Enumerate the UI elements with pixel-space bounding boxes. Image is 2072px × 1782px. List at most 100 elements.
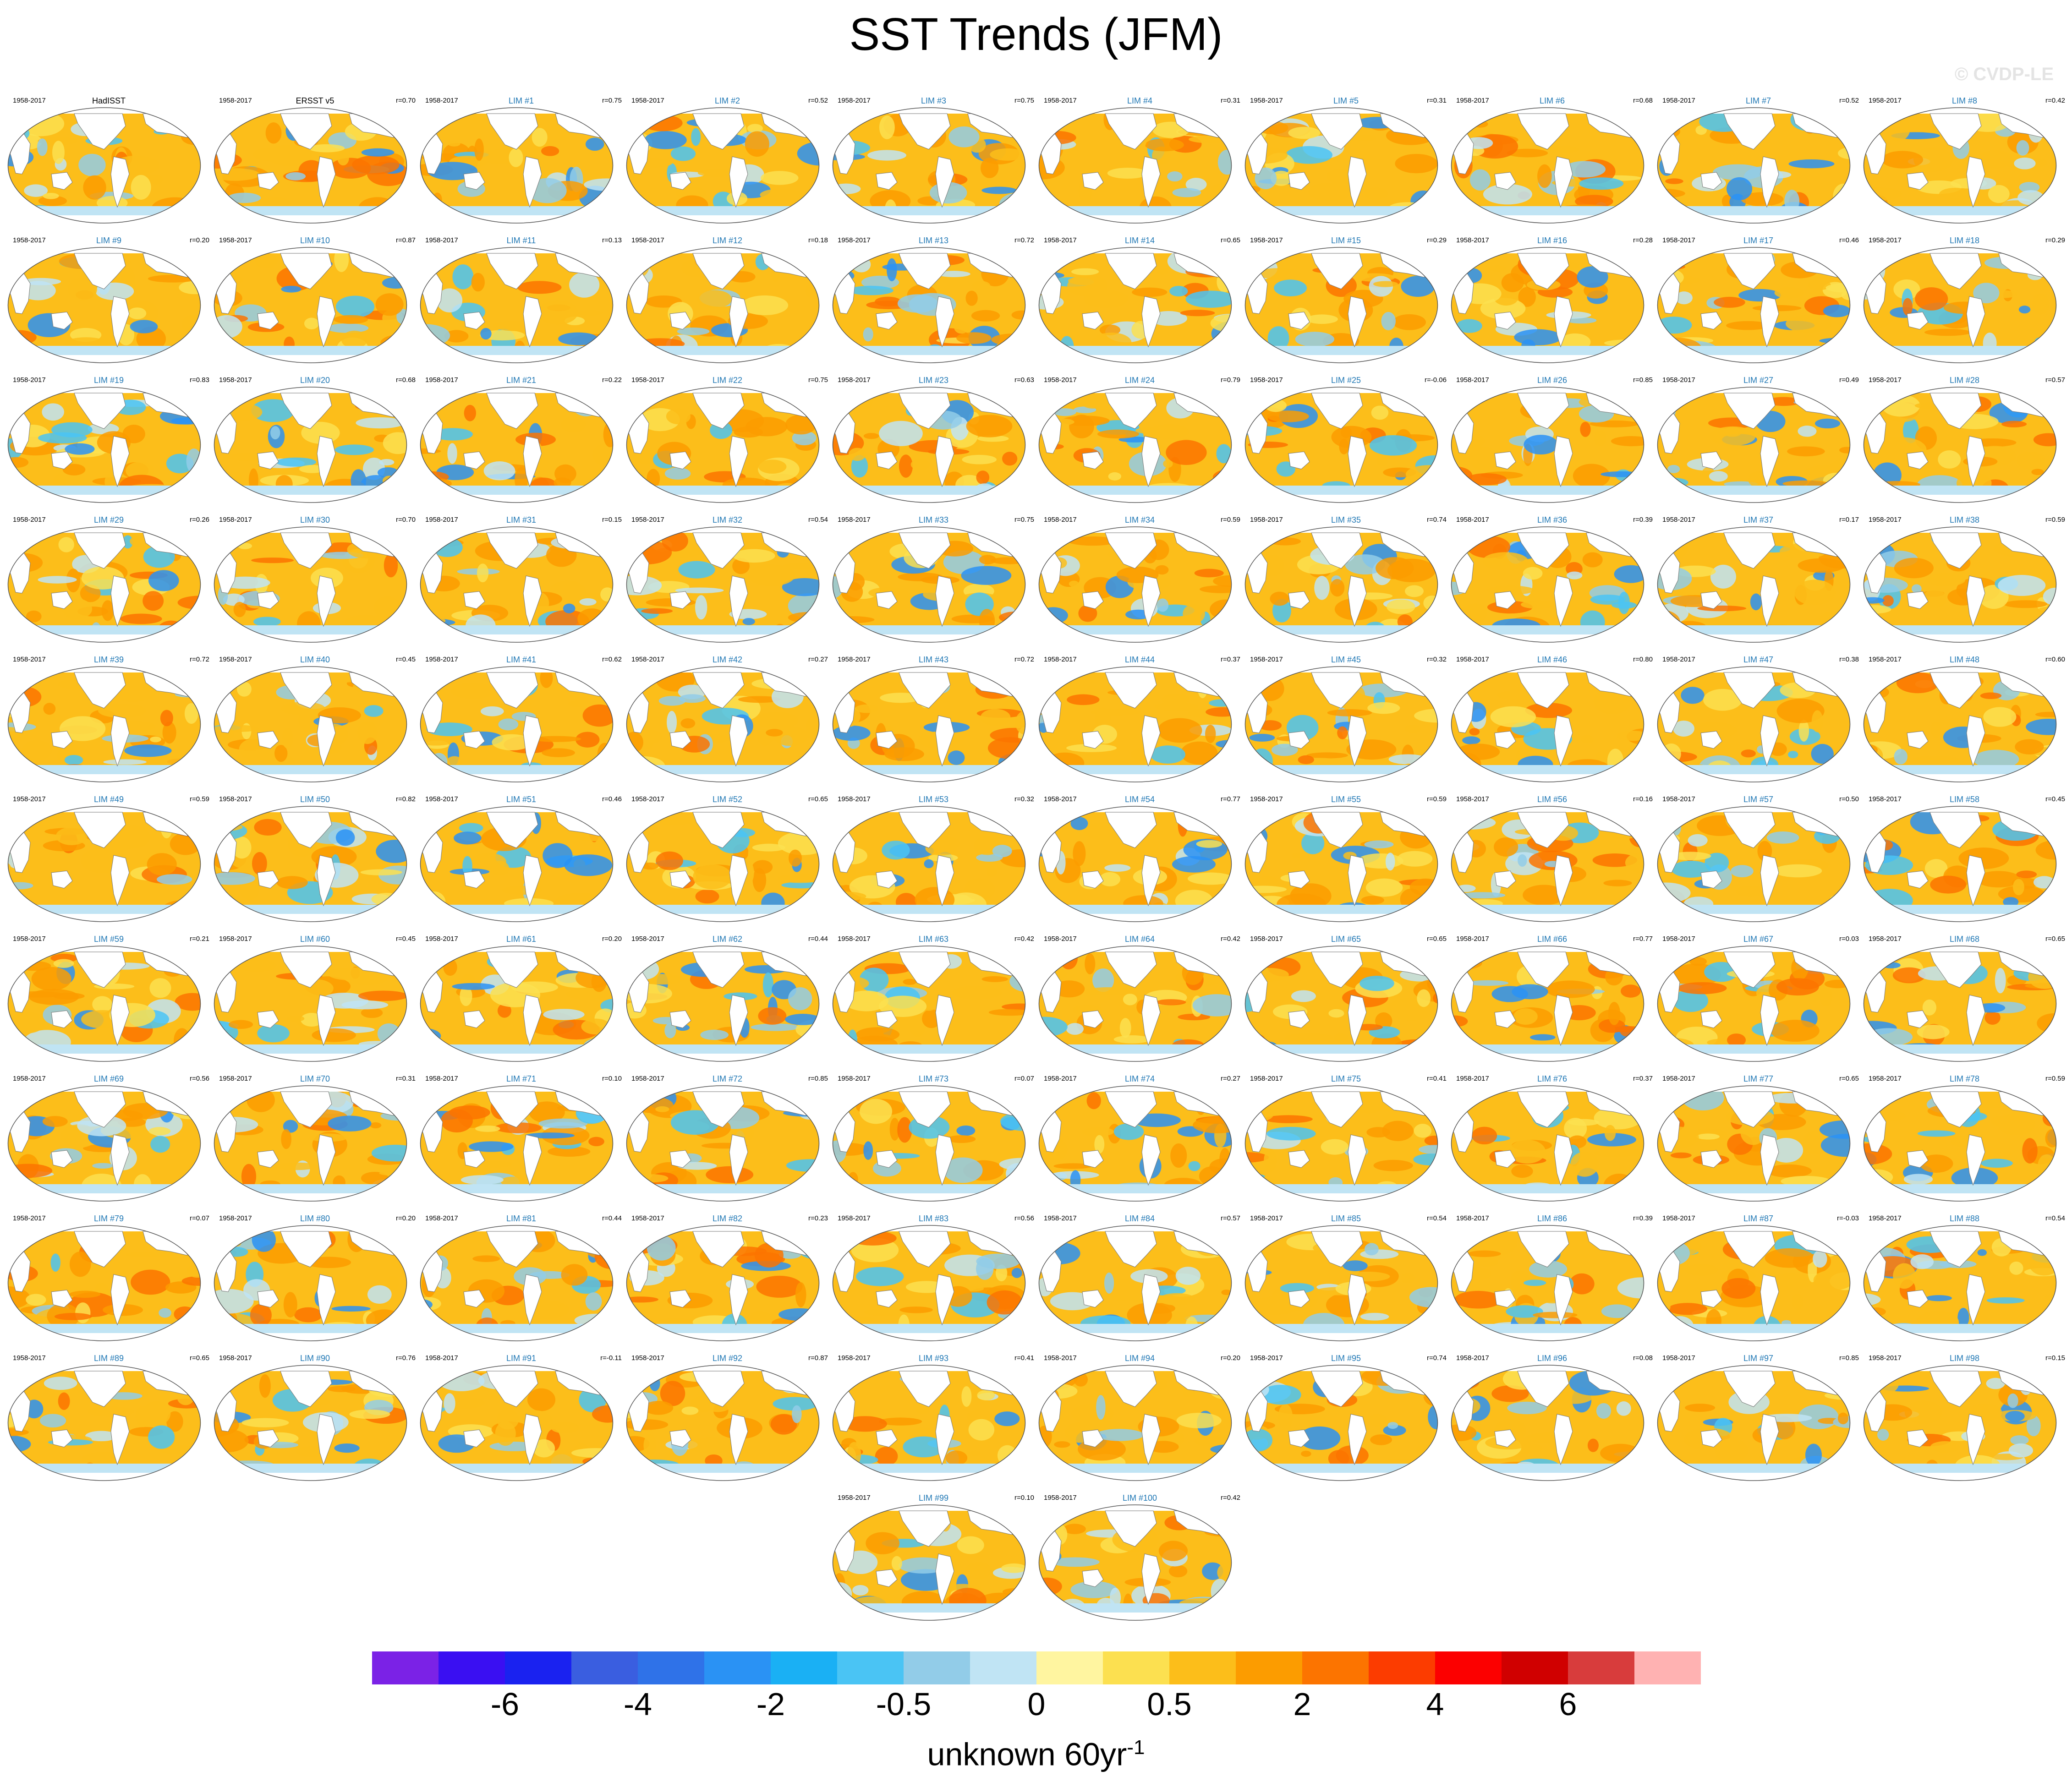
north-america [1311, 951, 1363, 988]
cooling-patch [1788, 159, 1835, 169]
warming-patch [1333, 1033, 1348, 1041]
north-america [74, 532, 126, 569]
cooling-patch [420, 527, 435, 552]
map-outline [832, 1085, 1026, 1202]
sst-trend-map [1038, 526, 1232, 643]
north-america [1723, 113, 1776, 150]
southern-ocean-band [420, 1464, 613, 1473]
panel-period: 1958-2017 [1869, 656, 1902, 663]
warming-patch [497, 1003, 511, 1018]
warming-patch [849, 448, 866, 461]
southern-ocean-band [214, 1044, 407, 1054]
panel-correlation: r=0.37 [1221, 656, 1240, 663]
australia [1700, 451, 1722, 470]
warming-patch [1176, 1413, 1222, 1428]
warming-patch [643, 1434, 657, 1457]
panel-correlation: r=0.22 [602, 376, 622, 384]
warming-patch [1308, 182, 1351, 202]
south-america [1141, 855, 1161, 907]
sst-trend-map [1657, 1085, 1851, 1202]
australia [1082, 1429, 1104, 1448]
map-outline [1863, 666, 2057, 782]
southern-ocean-band [1864, 1324, 2056, 1333]
cooling-patch [390, 622, 407, 635]
warming-patch [1425, 339, 1438, 350]
warming-patch [1657, 1038, 1681, 1060]
arctic [1451, 527, 1644, 533]
panel-correlation: r=0.16 [1633, 795, 1653, 803]
sst-trend-map [1863, 387, 2057, 503]
eurasia-west [1039, 1091, 1059, 1110]
cooling-patch [480, 328, 492, 340]
sst-trend-map [832, 806, 1026, 922]
colorbar-cell [1435, 1651, 1502, 1684]
warming-patch [597, 743, 612, 766]
antarctica [626, 355, 819, 363]
cooling-patch [276, 457, 317, 467]
panel-correlation: r=0.29 [1427, 236, 1447, 244]
warming-patch [747, 564, 795, 586]
warming-patch [680, 718, 696, 728]
antarctica [420, 1054, 613, 1061]
warming-patch [1714, 296, 1745, 308]
australia [257, 731, 279, 749]
map-panel: LIM #42 1958-2017 r=0.27 [624, 655, 831, 793]
cooling-patch [1285, 146, 1333, 164]
map-panel: LIM #9 1958-2017 r=0.20 [5, 236, 212, 374]
warming-patch [283, 1292, 297, 1317]
sst-trend-map [7, 806, 201, 922]
panel-period: 1958-2017 [219, 1214, 252, 1222]
cooling-patch [2005, 1410, 2025, 1422]
panel-period: 1958-2017 [425, 236, 458, 244]
arctic [1039, 1505, 1232, 1511]
warming-patch [494, 1122, 542, 1133]
warming-patch [1085, 953, 1096, 975]
warming-patch [1670, 1152, 1692, 1159]
panel-correlation: r=0.21 [190, 935, 209, 943]
warming-patch [1930, 721, 1941, 738]
eurasia-west [833, 1510, 853, 1529]
panel-correlation: r=0.42 [1014, 935, 1034, 943]
colorbar-tick-label: -6 [490, 1686, 520, 1722]
arctic [626, 667, 819, 672]
warming-patch [1183, 604, 1205, 623]
southern-ocean-band [1039, 486, 1232, 495]
map-outline [626, 666, 820, 782]
cooling-patch [903, 1436, 945, 1458]
warming-patch [451, 683, 495, 699]
eurasia-west [1657, 1091, 1677, 1110]
map-panel: LIM #99 1958-2017 r=0.10 [830, 1493, 1037, 1632]
antarctica [1245, 495, 1438, 503]
map-outline [1244, 526, 1438, 643]
southern-ocean-band [1245, 1184, 1438, 1193]
map-outline [1657, 247, 1851, 363]
panel-period: 1958-2017 [13, 1075, 46, 1082]
panel-title: LIM #13 [918, 236, 949, 245]
cooling-patch [214, 315, 242, 339]
warming-patch [1930, 875, 1967, 894]
map-outline [1863, 247, 2057, 363]
australia [463, 312, 485, 330]
eurasia-west [1245, 672, 1265, 690]
cooling-patch [1864, 900, 1875, 920]
warming-patch [1930, 1441, 1960, 1453]
warming-patch [1864, 308, 1893, 329]
warming-patch [1203, 456, 1213, 462]
warming-patch [1082, 1127, 1114, 1137]
warming-patch [361, 1171, 389, 1185]
warming-patch [2049, 334, 2056, 350]
cooling-patch [438, 1371, 485, 1391]
panel-period: 1958-2017 [13, 795, 46, 803]
warming-patch [1433, 992, 1438, 1004]
north-america [1723, 532, 1776, 569]
warming-patch [1741, 749, 1756, 758]
arctic [8, 1086, 201, 1092]
antarctica [833, 495, 1025, 503]
eurasia-west [214, 253, 234, 271]
australia [1700, 172, 1722, 190]
eurasia-west [1451, 253, 1471, 271]
cooling-patch [1910, 1254, 1934, 1269]
cooling-patch [778, 1308, 819, 1321]
cooling-patch [1864, 1293, 1881, 1306]
antarctica [1451, 215, 1644, 223]
